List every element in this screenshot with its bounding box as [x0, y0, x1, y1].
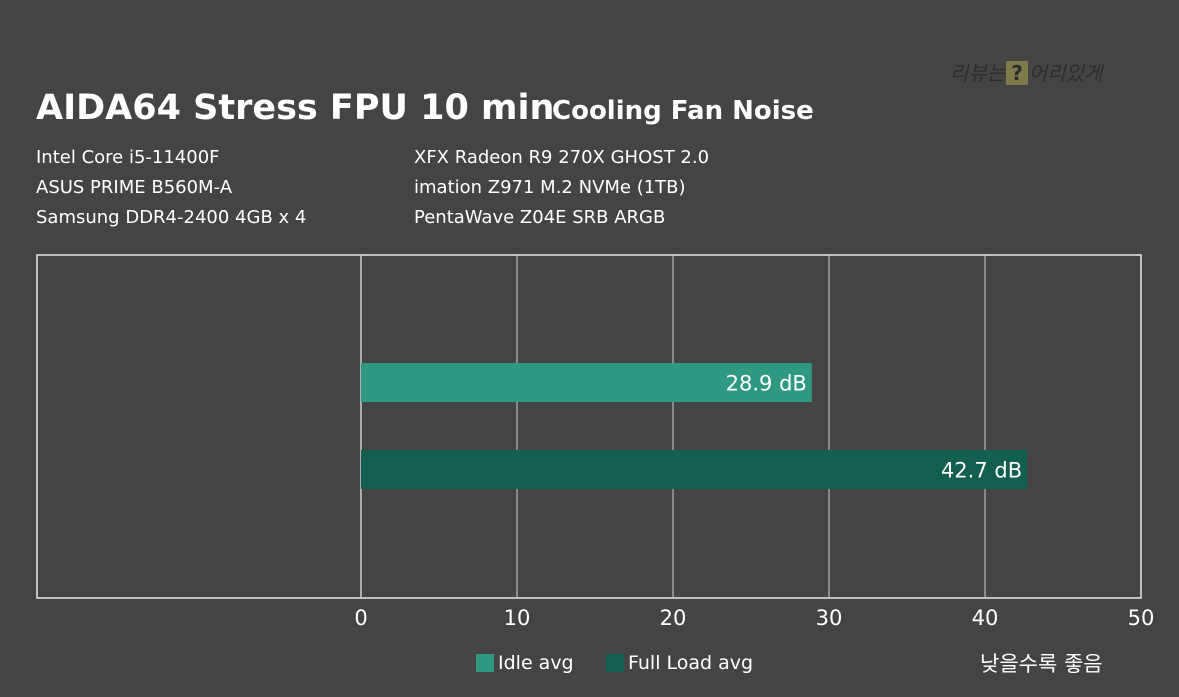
legend-idle: Idle avg — [476, 652, 574, 674]
x-axis-ticks: 0 10 20 30 40 50 — [354, 606, 1154, 630]
x-tick-label-10: 10 — [504, 606, 531, 630]
spec-storage: imation Z971 M.2 NVMe (1TB) — [414, 177, 686, 198]
bar-idle-avg — [361, 363, 812, 402]
spec-motherboard: ASUS PRIME B560M-A — [36, 177, 233, 198]
x-tick-label-30: 30 — [816, 606, 843, 630]
x-tick-label-20: 20 — [660, 606, 687, 630]
plot-area-frame — [36, 254, 1142, 599]
spec-gpu: XFX Radeon R9 270X GHOST 2.0 — [414, 147, 710, 168]
lower-is-better-note: 낮을수록 좋음 — [980, 652, 1103, 676]
legend-full-load-label: Full Load avg — [628, 652, 754, 674]
watermark-text-after: 어리있게 — [1028, 61, 1103, 85]
legend-full-load: Full Load avg — [606, 652, 753, 674]
chart-title: AIDA64 Stress FPU 10 min — [36, 88, 555, 128]
legend-idle-label: Idle avg — [498, 652, 574, 674]
watermark-logo: 리뷰는? 어리있게 — [950, 57, 1102, 86]
legend-idle-swatch — [476, 654, 494, 672]
x-tick-label-50: 50 — [1128, 606, 1155, 630]
gridlines — [360, 255, 986, 598]
chart-subtitle: Cooling Fan Noise — [552, 96, 814, 126]
spec-memory: Samsung DDR4-2400 4GB x 4 — [36, 207, 307, 228]
watermark-text-before: 리뷰는 — [950, 61, 1006, 85]
data-label-idle-avg: 28.9 dB — [726, 372, 807, 396]
spec-cpu: Intel Core i5-11400F — [36, 147, 220, 168]
x-tick-label-40: 40 — [972, 606, 999, 630]
watermark-question-mark: ? — [1006, 61, 1028, 85]
bars: 28.9 dB 42.7 dB — [361, 363, 1028, 489]
legend-full-load-swatch — [606, 654, 624, 672]
data-label-full-load-avg: 42.7 dB — [941, 459, 1022, 483]
spec-cooler: PentaWave Z04E SRB ARGB — [414, 207, 666, 228]
x-tick-label-0: 0 — [354, 606, 367, 630]
bar-full-load-avg — [361, 450, 1028, 489]
